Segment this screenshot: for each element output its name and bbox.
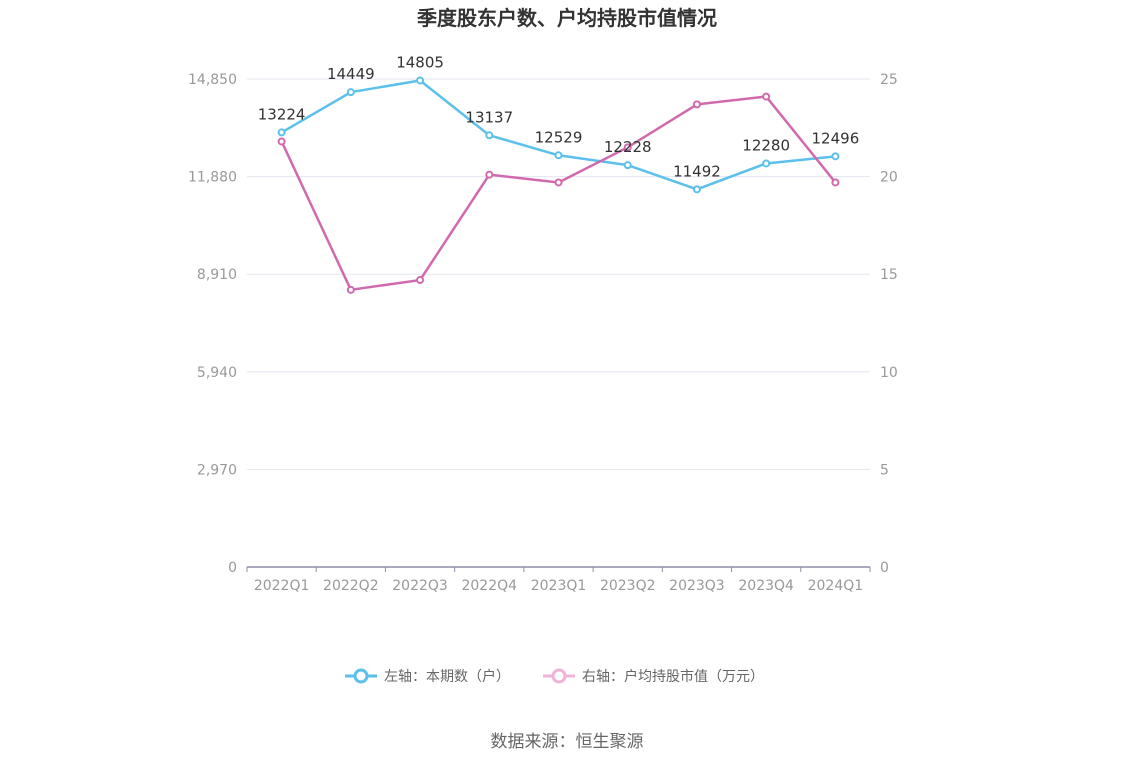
data-point-left (485, 131, 494, 140)
grid-lines (247, 78, 870, 470)
chart-title: 季度股东户数、户均持股市值情况 (416, 6, 717, 30)
data-point-right (554, 178, 563, 187)
right-axis-tick-label: 20 (880, 170, 898, 186)
data-label: 11492 (673, 162, 721, 180)
legend[interactable]: 左轴：本期数（户） 右轴：户均持股市值（万元） (345, 668, 764, 685)
right-axis-tick-label: 25 (880, 72, 898, 88)
data-label: 12496 (812, 129, 860, 147)
x-axis-tick-label: 2022Q3 (392, 578, 448, 594)
data-label: 13224 (258, 105, 306, 123)
data-label: 12280 (742, 136, 790, 154)
data-point-right (277, 137, 286, 146)
data-point-left (762, 159, 771, 168)
data-point-right (485, 170, 494, 179)
x-axis-tick-label: 2022Q2 (323, 578, 379, 594)
data-point-right (692, 100, 701, 109)
data-point-right (762, 92, 771, 101)
legend-label-left: 左轴：本期数（户） (384, 668, 510, 685)
data-point-left (623, 161, 632, 170)
data-point-left (692, 185, 701, 194)
legend-marker-left (353, 668, 369, 684)
series-group (277, 76, 840, 294)
data-label: 14449 (327, 65, 375, 83)
x-axis-tick-label: 2023Q2 (600, 578, 656, 594)
x-axis-tick-label: 2022Q1 (254, 578, 310, 594)
x-axis-tick-label: 2024Q1 (808, 578, 864, 594)
data-point-left (831, 152, 840, 161)
data-point-left (554, 151, 563, 160)
right-axis-tick-label: 10 (880, 365, 898, 381)
axes: 0 0 2,970 5 5,940 10 8,910 15 11,880 20 14,850 25 20… (188, 72, 898, 594)
legend-marker-right (551, 668, 567, 684)
data-point-left (346, 88, 355, 97)
data-point-right (346, 285, 355, 294)
x-axis-tick-label: 2023Q4 (738, 578, 794, 594)
data-label: 12529 (535, 128, 583, 146)
right-axis-tick-label: 15 (880, 267, 898, 283)
data-label: 14805 (396, 53, 444, 71)
data-label: 13137 (465, 108, 513, 126)
series-line-right (280, 95, 837, 292)
legend-label-right: 右轴：户均持股市值（万元） (582, 668, 764, 685)
right-axis-tick-label: 0 (880, 560, 889, 576)
data-point-right (623, 143, 632, 152)
left-axis-tick-label: 14,850 (188, 72, 237, 88)
x-axis-tick-label: 2022Q4 (461, 578, 517, 594)
data-label: 12228 (604, 138, 652, 156)
legend-item-left-series[interactable]: 左轴：本期数（户） (345, 668, 510, 685)
data-point-left (277, 128, 286, 137)
data-point-right (416, 276, 425, 285)
left-axis-tick-label: 5,940 (197, 365, 237, 381)
x-axis-tick-label: 2023Q3 (669, 578, 725, 594)
left-axis-tick-label: 8,910 (197, 267, 237, 283)
left-axis-tick-label: 0 (228, 560, 237, 576)
x-axis-tick-label: 2023Q1 (531, 578, 587, 594)
data-source: 数据来源：恒生聚源 (491, 732, 644, 752)
data-labels: 13224 14449 14805 13137 12529 12228 11492 12280… (258, 53, 859, 180)
data-point-left (416, 76, 425, 85)
left-axis-tick-label: 11,880 (188, 170, 237, 186)
data-point-right (831, 178, 840, 187)
legend-item-right-series[interactable]: 右轴：户均持股市值（万元） (543, 668, 764, 685)
left-axis-tick-label: 2,970 (197, 462, 237, 478)
right-axis-tick-label: 5 (880, 462, 889, 478)
